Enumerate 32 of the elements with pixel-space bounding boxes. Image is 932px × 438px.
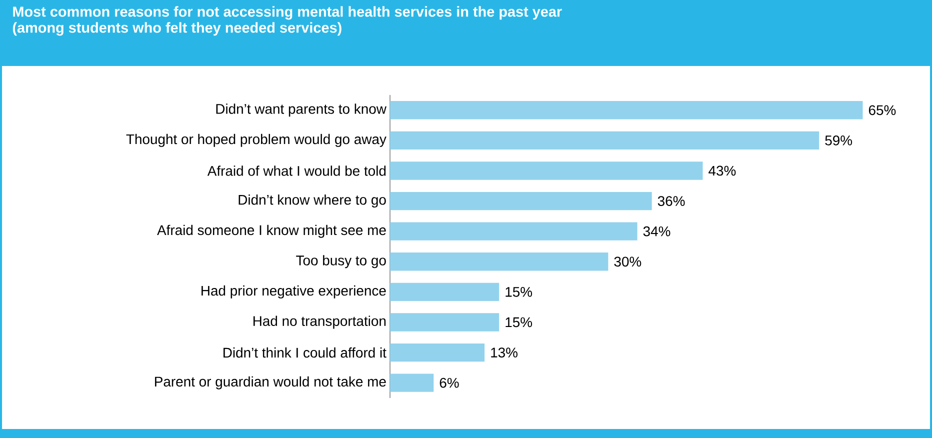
- y-tick-label: Thought or hoped problem would go away: [126, 134, 386, 147]
- data-label: 15%: [506, 287, 532, 297]
- y-tick-label: Afraid of what I would be told: [207, 166, 386, 176]
- y-tick-label: Had prior negative experience: [202, 285, 386, 298]
- bar: [390, 101, 863, 120]
- data-label: 34%: [643, 226, 670, 236]
- data-label: 6%: [440, 378, 459, 388]
- data-label: 15%: [506, 317, 532, 328]
- bar: [390, 222, 638, 240]
- data-label: 13%: [491, 348, 518, 358]
- data-label: 30%: [614, 256, 642, 267]
- y-tick-label: Didn’t think I could afford it: [224, 347, 386, 358]
- y-tick-label: Afraid someone I know might see me: [157, 224, 386, 238]
- data-label: 43%: [708, 166, 736, 176]
- bar: [390, 192, 652, 210]
- bar: [390, 343, 485, 362]
- bar: [390, 313, 500, 332]
- y-tick-label: Didn’t want parents to know: [216, 104, 386, 117]
- y-tick-label: Parent or guardian would not take me: [155, 376, 386, 390]
- bar: [390, 131, 820, 150]
- bar: [390, 252, 608, 271]
- data-label: 59%: [825, 135, 852, 146]
- text: (among students who felt they needed services): [12, 22, 342, 36]
- bar: [390, 162, 703, 180]
- y-tick-label: Had no transportation: [253, 316, 386, 329]
- data-label: 36%: [658, 196, 685, 206]
- bar: [390, 282, 500, 302]
- chart-title: Most common reasons for not accessing mental health services in the past year: [13, 6, 562, 20]
- y-tick-label: Too busy to go: [296, 255, 386, 268]
- data-label: 65%: [868, 105, 896, 116]
- bar: [390, 374, 434, 392]
- y-tick-label: Didn’t know where to go: [238, 194, 386, 208]
